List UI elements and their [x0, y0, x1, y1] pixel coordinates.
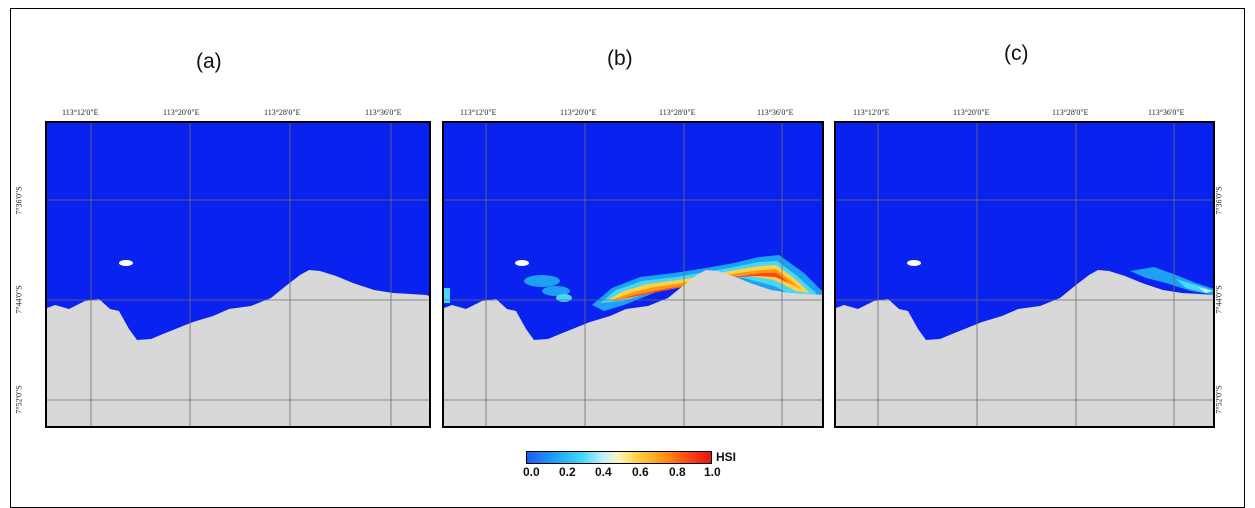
- panel-b-lon-label: 113°20'0"E: [560, 108, 597, 117]
- panel-c-label: (c): [1004, 42, 1029, 66]
- map-c-canvas: [836, 123, 1215, 428]
- panel-a-lat-label: 7°44'0"S: [15, 285, 24, 313]
- panel-a-lon-label: 113°20'0"E: [163, 108, 200, 117]
- hsi-tick: 0.2: [559, 465, 576, 479]
- hsi-tick: 0.6: [632, 465, 649, 479]
- panel-b-label: (b): [607, 47, 633, 71]
- map-a-canvas: [47, 123, 431, 428]
- hsi-tick: 0.8: [669, 465, 686, 479]
- panel-c-lon-label: 113°12'0"E: [853, 108, 890, 117]
- panel-b-lon-label: 113°36'0"E: [757, 108, 794, 117]
- panel-a-lon-label: 113°36'0"E: [365, 108, 402, 117]
- map-b-canvas: [444, 123, 824, 428]
- panel-c-lat-label: 7°36'0"S: [1215, 186, 1224, 214]
- hsi-colorbar: [526, 451, 712, 464]
- panel-c-lon-label: 113°20'0"E: [953, 108, 990, 117]
- hsi-tick: 0.0: [523, 465, 540, 479]
- panel-c-lat-label: 7°52'0"S: [1215, 385, 1224, 413]
- panel-c-lat-label: 7°44'0"S: [1215, 285, 1224, 313]
- hsi-tick: 1.0: [704, 465, 721, 479]
- panel-a-label: (a): [196, 50, 222, 74]
- panel-b-lon-label: 113°28'0"E: [659, 108, 696, 117]
- panel-b-lon-label: 113°12'0"E: [460, 108, 497, 117]
- panel-a-lat-label: 7°52'0"S: [15, 385, 24, 413]
- panel-c-lon-label: 113°36'0"E: [1148, 108, 1185, 117]
- panel-a-lon-label: 113°28'0"E: [264, 108, 301, 117]
- hsi-tick: 0.4: [595, 465, 612, 479]
- panel-c-lon-label: 113°28'0"E: [1052, 108, 1089, 117]
- panel-a-lat-label: 7°36'0"S: [15, 186, 24, 214]
- hsi-legend-title: HSI: [716, 450, 736, 464]
- panel-a-lon-label: 113°12'0"E: [62, 108, 99, 117]
- map-panel-c[interactable]: [834, 121, 1215, 428]
- map-panel-b[interactable]: [442, 121, 824, 428]
- map-panel-a[interactable]: [45, 121, 431, 428]
